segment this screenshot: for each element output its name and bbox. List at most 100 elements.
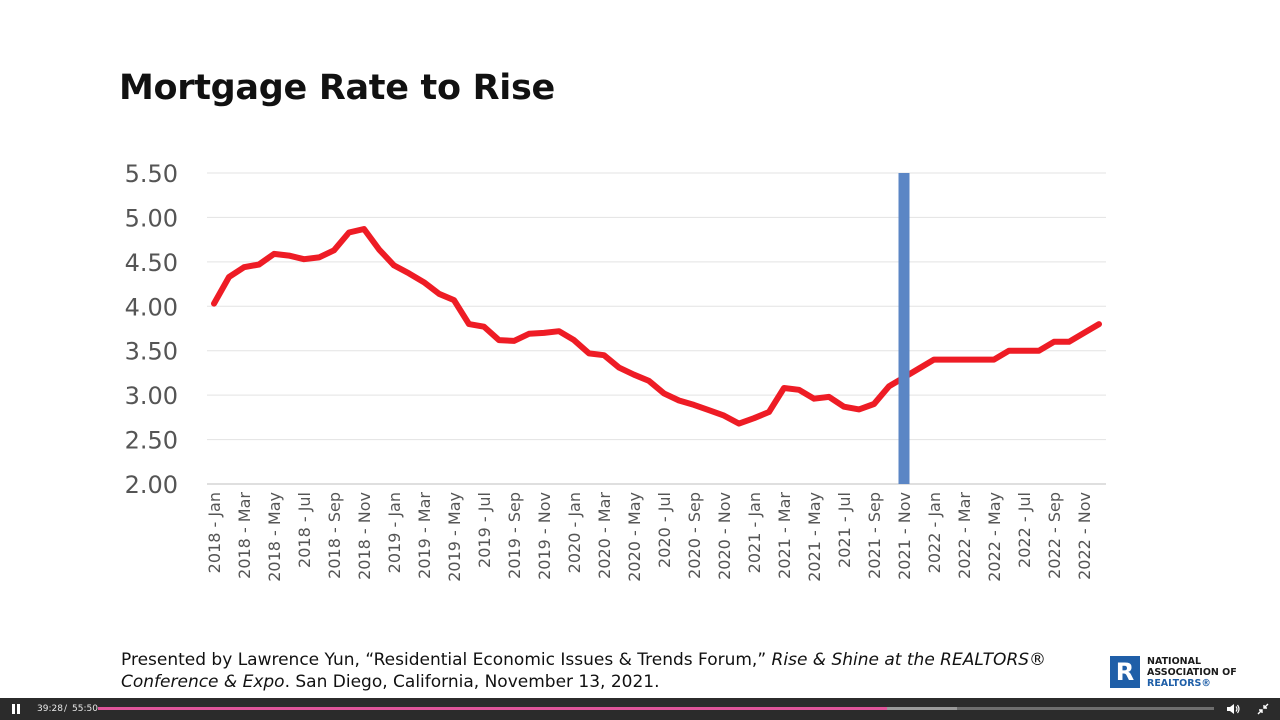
data-point	[302, 257, 306, 261]
logo-line-1: NATIONAL	[1147, 656, 1202, 667]
data-point	[962, 358, 966, 362]
data-point	[887, 384, 891, 388]
y-tick-label: 4.00	[125, 293, 178, 321]
volume-icon[interactable]	[1226, 701, 1240, 717]
x-tick-label: 2022 - Jul	[1015, 492, 1034, 568]
data-point	[992, 358, 996, 362]
seek-bar[interactable]	[98, 707, 1214, 710]
x-tick-label: 2020 - Jan	[565, 492, 584, 573]
x-tick-label: 2021 - Nov	[895, 492, 914, 580]
data-point	[782, 386, 786, 390]
x-tick-label: 2018 - Nov	[355, 492, 374, 580]
data-point	[647, 379, 651, 383]
footer-text-3: . San Diego, California, November 13, 20…	[284, 672, 660, 692]
data-point	[482, 325, 486, 329]
data-point	[1037, 349, 1041, 353]
data-point	[842, 405, 846, 409]
data-point	[242, 265, 246, 269]
data-point	[452, 298, 456, 302]
data-point	[737, 422, 741, 426]
data-point	[287, 254, 291, 258]
x-tick-label: 2020 - May	[625, 492, 644, 582]
data-point	[977, 358, 981, 362]
x-tick-label: 2019 - Nov	[535, 492, 554, 580]
x-tick-label: 2022 - Mar	[955, 492, 974, 579]
data-point	[617, 366, 621, 370]
data-point	[1022, 349, 1026, 353]
x-tick-label: 2018 - May	[265, 492, 284, 582]
exit-fullscreen-icon[interactable]	[1256, 701, 1270, 717]
data-point	[512, 339, 516, 343]
data-point	[1067, 340, 1071, 344]
data-point	[467, 322, 471, 326]
data-point	[632, 373, 636, 377]
data-point	[227, 275, 231, 279]
line-chart: 2.00 2.50 3.00 3.50 4.00 4.50 5.00 5.50 2018 - …	[125, 160, 1106, 582]
data-point	[872, 402, 876, 406]
x-tick-label: 2019 - May	[445, 492, 464, 582]
x-tick-label: 2019 - Mar	[415, 492, 434, 579]
y-tick-label: 5.50	[125, 160, 178, 188]
data-point	[1082, 331, 1086, 335]
data-point	[797, 388, 801, 392]
data-point	[542, 331, 546, 335]
data-point	[692, 403, 696, 407]
data-point	[587, 351, 591, 355]
data-point	[497, 338, 501, 342]
x-tick-label: 2022 - Nov	[1075, 492, 1094, 580]
data-point	[1052, 340, 1056, 344]
marker-line	[898, 173, 910, 484]
x-tick-label: 2020 - Sep	[685, 492, 704, 579]
data-point	[437, 292, 441, 296]
x-tick-label: 2019 - Jul	[475, 492, 494, 568]
current-time: 39:28	[37, 704, 63, 714]
x-tick-label: 2020 - Mar	[595, 492, 614, 579]
x-tick-label: 2021 - Jan	[745, 492, 764, 573]
x-tick-label: 2018 - Sep	[325, 492, 344, 579]
chart-series	[211, 226, 1102, 427]
chart-gridlines	[207, 172, 1106, 485]
data-point	[677, 398, 681, 402]
data-point	[572, 338, 576, 342]
x-tick-label: 2020 - Nov	[715, 492, 734, 580]
slide-footer: Presented by Lawrence Yun, “Residential …	[121, 649, 1061, 693]
data-point	[722, 414, 726, 418]
x-tick-label: 2022 - Sep	[1045, 492, 1064, 579]
data-point	[407, 271, 411, 275]
data-point	[422, 280, 426, 284]
data-point	[917, 366, 921, 370]
played-bar	[98, 707, 887, 710]
data-point	[362, 227, 366, 231]
x-tick-label: 2018 - Mar	[235, 492, 254, 579]
y-tick-label: 3.00	[125, 382, 178, 410]
data-point	[392, 263, 396, 267]
data-point	[347, 231, 351, 235]
video-player-controls: 39:28 / 55:50	[0, 698, 1280, 720]
data-point	[557, 329, 561, 333]
y-tick-label: 5.00	[125, 204, 178, 232]
time-separator: /	[64, 704, 68, 714]
data-point	[812, 397, 816, 401]
data-point	[272, 252, 276, 256]
x-tick-label: 2019 - Jan	[385, 492, 404, 573]
data-point	[1097, 322, 1101, 326]
logo-text: NATIONAL ASSOCIATION OF REALTORS®	[1147, 656, 1237, 689]
x-tick-label: 2021 - May	[805, 492, 824, 582]
x-tick-label: 2019 - Sep	[505, 492, 524, 579]
data-point	[332, 248, 336, 252]
data-point	[752, 416, 756, 420]
series-line	[211, 226, 1102, 427]
duration: 55:50	[72, 704, 98, 714]
data-point	[767, 410, 771, 414]
data-point	[212, 302, 216, 306]
x-tick-label: 2018 - Jul	[295, 492, 314, 568]
y-tick-label: 2.50	[125, 427, 178, 455]
data-point	[662, 391, 666, 395]
logo-line-3: REALTORS®	[1147, 678, 1211, 689]
footer-text-1: Presented by Lawrence Yun, “Residential …	[121, 650, 772, 670]
x-tick-label: 2021 - Sep	[865, 492, 884, 579]
pause-icon[interactable]	[11, 702, 21, 716]
chart-marker	[898, 173, 910, 484]
x-tick-label: 2018 - Jan	[205, 492, 224, 573]
x-axis-ticks: 2018 - Jan 2018 - Mar 2018 - May 2018 - Jul…	[205, 492, 1094, 582]
